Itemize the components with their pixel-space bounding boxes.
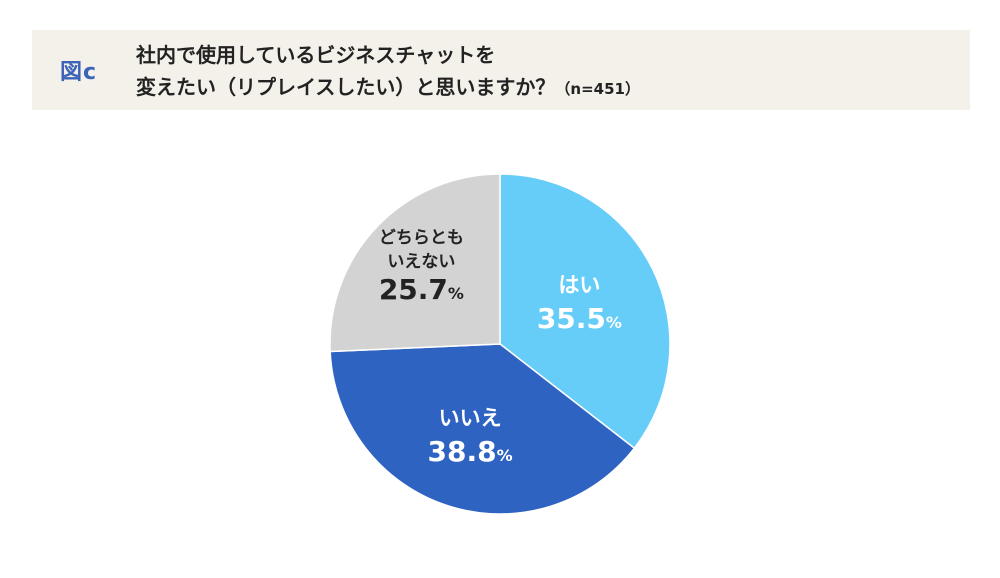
pie-slice-2 [329, 173, 501, 353]
slice-label-2-line-1: いえない [387, 252, 455, 272]
slice-value-0: 35.5% [537, 302, 622, 335]
title-line-2-text: 変えたい（リプレイスしたい）と思いますか？ [136, 75, 556, 99]
slice-value-1: 38.8% [428, 435, 513, 468]
pie-slice-1 [329, 343, 636, 515]
slice-label-1-line-0: いいえ [439, 406, 502, 430]
slice-label-0-line-0: はい [558, 273, 600, 297]
chart-header: 図c 社内で使用しているビジネスチャットを 変えたい（リプレイスしたい）と思いま… [32, 30, 970, 110]
title-line-2: 変えたい（リプレイスしたい）と思いますか？（n=451） [136, 71, 640, 105]
figure-label: 図c [60, 60, 98, 85]
title-line-1: 社内で使用しているビジネスチャットを [136, 43, 496, 67]
pie-slice-0 [499, 173, 671, 450]
slice-value-2: 25.7% [379, 273, 464, 306]
sample-size: （n=451） [555, 80, 640, 98]
slice-label-2-line-0: どちらとも [379, 228, 464, 248]
chart-title: 社内で使用しているビジネスチャットを 変えたい（リプレイスしたい）と思いますか？… [136, 39, 640, 105]
